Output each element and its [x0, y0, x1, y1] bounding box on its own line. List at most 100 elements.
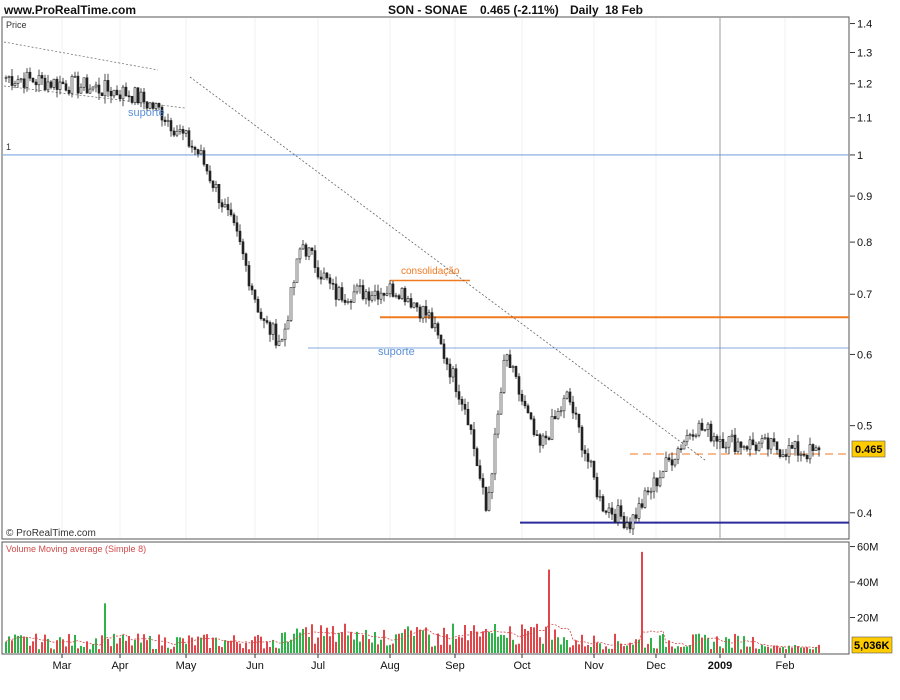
candle-body	[142, 91, 146, 103]
volume-bar	[530, 626, 532, 653]
candle-body	[727, 436, 731, 448]
candle-body	[223, 204, 227, 208]
volume-bar	[731, 647, 733, 653]
candle-body	[718, 439, 722, 442]
volume-bar	[173, 646, 175, 653]
candle-body	[109, 90, 113, 97]
volume-bar	[191, 637, 193, 653]
volume-bar	[167, 647, 169, 653]
volume-bar	[743, 636, 745, 653]
volume-bar	[632, 644, 634, 653]
volume-bar	[710, 649, 712, 653]
candle-body	[763, 437, 767, 440]
candle-body	[190, 145, 194, 148]
candle-body	[379, 292, 383, 300]
volume-bar	[224, 640, 226, 653]
volume-bar	[314, 643, 316, 653]
volume-bar	[137, 633, 139, 653]
volume-bar	[155, 648, 157, 653]
candle-body	[94, 84, 98, 88]
volume-bar	[260, 636, 262, 653]
volume-bar	[461, 637, 463, 653]
volume-bar	[71, 645, 73, 653]
volume-bar	[455, 638, 457, 653]
candle-body	[553, 416, 557, 420]
volume-bar	[707, 638, 709, 653]
volume-bar	[734, 633, 736, 653]
volume-bar	[170, 649, 172, 653]
volume-bar	[374, 632, 376, 653]
candle-body	[325, 272, 329, 279]
volume-bar	[380, 639, 382, 653]
candle-body	[451, 368, 455, 378]
candle-body	[232, 214, 236, 224]
volume-bar	[386, 645, 388, 653]
candle-body	[196, 149, 200, 155]
volume-bar	[35, 633, 37, 653]
candle-body	[154, 103, 158, 109]
candle-body	[730, 434, 734, 438]
volume-bar	[566, 639, 568, 653]
volume-bar	[782, 646, 784, 653]
candle-body	[538, 434, 542, 446]
volume-bar	[239, 643, 241, 653]
candle-body	[685, 435, 689, 443]
candle-body	[523, 400, 527, 407]
candle-body	[397, 295, 401, 299]
price-tick-label: 0.6	[857, 349, 872, 361]
volume-bar	[290, 639, 292, 653]
candle-body	[658, 477, 662, 487]
candle-body	[169, 120, 173, 132]
volume-bar	[332, 626, 334, 653]
candle-body	[181, 128, 185, 134]
candle-body	[457, 391, 461, 400]
site-link[interactable]: www.ProRealTime.com	[3, 3, 136, 17]
period-label: Daily	[570, 3, 599, 17]
volume-bar	[476, 631, 478, 653]
candle-body	[715, 436, 719, 442]
x-axis: Mar Apr May Jun Jul Aug Sep Oct Nov Dec 2009 Feb	[53, 654, 794, 672]
candle-body	[586, 453, 590, 462]
volume-bar	[692, 634, 694, 653]
candle-body	[115, 89, 119, 96]
candle-body	[511, 366, 515, 368]
candle-body	[637, 503, 641, 519]
candle-body	[157, 103, 161, 108]
candle-body	[613, 513, 617, 523]
candle-body	[598, 496, 602, 498]
volume-bar	[302, 629, 304, 653]
candle-body	[295, 258, 299, 283]
volume-bar	[317, 637, 319, 653]
volume-bar	[524, 628, 526, 653]
volume-bar	[674, 648, 676, 653]
volume-bar	[488, 631, 490, 653]
candle-body	[436, 323, 440, 336]
candle-body	[610, 507, 614, 515]
volume-bar	[572, 645, 574, 653]
volume-bar	[746, 646, 748, 653]
volume-bar	[794, 645, 796, 653]
candle-body	[112, 89, 116, 97]
candle-body	[88, 88, 92, 94]
candle-body	[82, 77, 86, 88]
candle-body	[334, 283, 338, 300]
candle-body	[721, 439, 725, 449]
candle-body	[319, 276, 323, 280]
candle-body	[415, 302, 419, 308]
candle-body	[217, 183, 221, 203]
candle-body	[424, 306, 428, 316]
candle-body	[472, 429, 476, 449]
candle-body	[640, 503, 644, 508]
volume-bar	[689, 645, 691, 653]
volume-bar	[47, 638, 49, 653]
volume-bar	[761, 644, 763, 653]
ticker-name: SON - SONAE	[388, 3, 467, 17]
candle-body	[712, 436, 716, 442]
volume-bar	[311, 624, 313, 653]
candle-body	[145, 101, 149, 109]
volume-bar	[554, 629, 556, 653]
candle-body	[427, 312, 431, 316]
volume-bar	[293, 633, 295, 653]
candle-body	[4, 77, 8, 79]
